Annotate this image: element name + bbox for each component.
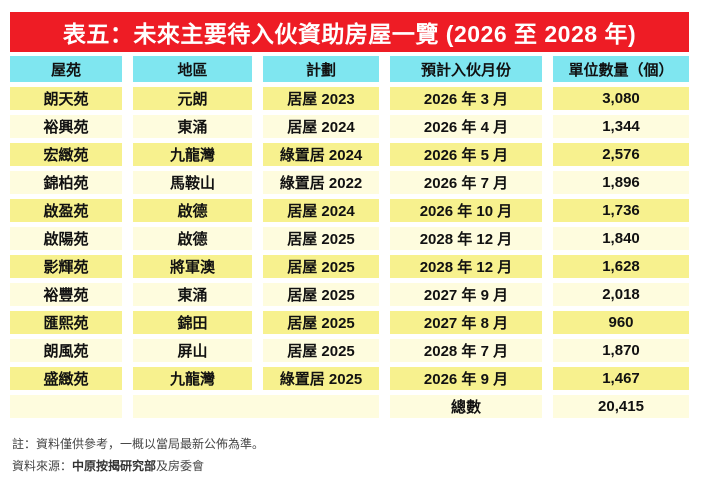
table-cell: 九龍灣 xyxy=(133,143,252,166)
total-label: 總數 xyxy=(390,395,542,418)
housing-table: 屋苑 地區 計劃 預計入伙月份 單位數量（個） 朗天苑 元朗 居屋 2023 2… xyxy=(10,56,689,418)
header-estate: 屋苑 xyxy=(10,56,122,82)
table-cell: 2,018 xyxy=(553,283,689,306)
table-cell: 2026 年 4 月 xyxy=(390,115,542,138)
table-cell: 1,870 xyxy=(553,339,689,362)
table-cell: 影輝苑 xyxy=(10,255,122,278)
table-cell: 2026 年 5 月 xyxy=(390,143,542,166)
table-cell: 裕興苑 xyxy=(10,115,122,138)
total-value: 20,415 xyxy=(553,395,689,418)
table-cell: 錦柏苑 xyxy=(10,171,122,194)
table-cell: 東涌 xyxy=(133,283,252,306)
table-cell: 2026 年 3 月 xyxy=(390,87,542,110)
table-title: 表五：未來主要待入伙資助房屋一覽 (2026 至 2028 年) xyxy=(10,12,689,52)
table-cell: 960 xyxy=(553,311,689,334)
table-cell: 居屋 2025 xyxy=(263,227,379,250)
total-row-empty-cell xyxy=(10,395,122,418)
table-cell: 1,896 xyxy=(553,171,689,194)
header-units: 單位數量（個） xyxy=(553,56,689,82)
table-cell: 3,080 xyxy=(553,87,689,110)
table-cell: 啟陽苑 xyxy=(10,227,122,250)
header-scheme: 計劃 xyxy=(263,56,379,82)
table-cell: 屏山 xyxy=(133,339,252,362)
table-cell: 啟盈苑 xyxy=(10,199,122,222)
table-cell: 九龍灣 xyxy=(133,367,252,390)
table-cell: 居屋 2025 xyxy=(263,311,379,334)
table-cell: 馬鞍山 xyxy=(133,171,252,194)
table-cell: 2028 年 12 月 xyxy=(390,227,542,250)
table-cell: 匯熙苑 xyxy=(10,311,122,334)
table-cell: 1,840 xyxy=(553,227,689,250)
table-cell: 啟德 xyxy=(133,227,252,250)
table-cell: 1,628 xyxy=(553,255,689,278)
header-district: 地區 xyxy=(133,56,252,82)
table-cell: 裕豐苑 xyxy=(10,283,122,306)
table-cell: 2026 年 10 月 xyxy=(390,199,542,222)
table-cell: 朗天苑 xyxy=(10,87,122,110)
table-cell: 居屋 2025 xyxy=(263,283,379,306)
table-cell: 1,467 xyxy=(553,367,689,390)
table-cell: 2026 年 9 月 xyxy=(390,367,542,390)
footnotes: 註：資料僅供參考，一概以當局最新公佈為準。 資料來源：中原按揭研究部及房委會 xyxy=(10,433,691,477)
table-cell: 綠置居 2025 xyxy=(263,367,379,390)
table-cell: 元朗 xyxy=(133,87,252,110)
note-source: 資料來源：中原按揭研究部及房委會 xyxy=(12,455,691,477)
table-cell: 2,576 xyxy=(553,143,689,166)
table-cell: 居屋 2023 xyxy=(263,87,379,110)
table-cell: 綠置居 2024 xyxy=(263,143,379,166)
table-cell: 將軍澳 xyxy=(133,255,252,278)
table-cell: 綠置居 2022 xyxy=(263,171,379,194)
source-name: 中原按揭研究部 xyxy=(72,459,157,473)
table-cell: 宏緻苑 xyxy=(10,143,122,166)
table-cell: 2027 年 8 月 xyxy=(390,311,542,334)
note-disclaimer: 註：資料僅供參考，一概以當局最新公佈為準。 xyxy=(12,437,265,451)
table-cell: 2026 年 7 月 xyxy=(390,171,542,194)
table-cell: 2028 年 7 月 xyxy=(390,339,542,362)
table-cell: 居屋 2025 xyxy=(263,339,379,362)
table-cell: 1,736 xyxy=(553,199,689,222)
table-cell: 錦田 xyxy=(133,311,252,334)
table-cell: 2027 年 9 月 xyxy=(390,283,542,306)
table-cell: 2028 年 12 月 xyxy=(390,255,542,278)
header-intake-month: 預計入伙月份 xyxy=(390,56,542,82)
source-prefix: 資料來源： xyxy=(12,459,73,473)
table-cell: 居屋 2024 xyxy=(263,115,379,138)
table-cell: 朗風苑 xyxy=(10,339,122,362)
total-row-empty-cell xyxy=(133,395,379,418)
table-cell: 盛緻苑 xyxy=(10,367,122,390)
table-cell: 東涌 xyxy=(133,115,252,138)
table-cell: 1,344 xyxy=(553,115,689,138)
table-cell: 居屋 2025 xyxy=(263,255,379,278)
table-cell: 居屋 2024 xyxy=(263,199,379,222)
source-suffix: 及房委會 xyxy=(156,459,205,473)
table-cell: 啟德 xyxy=(133,199,252,222)
